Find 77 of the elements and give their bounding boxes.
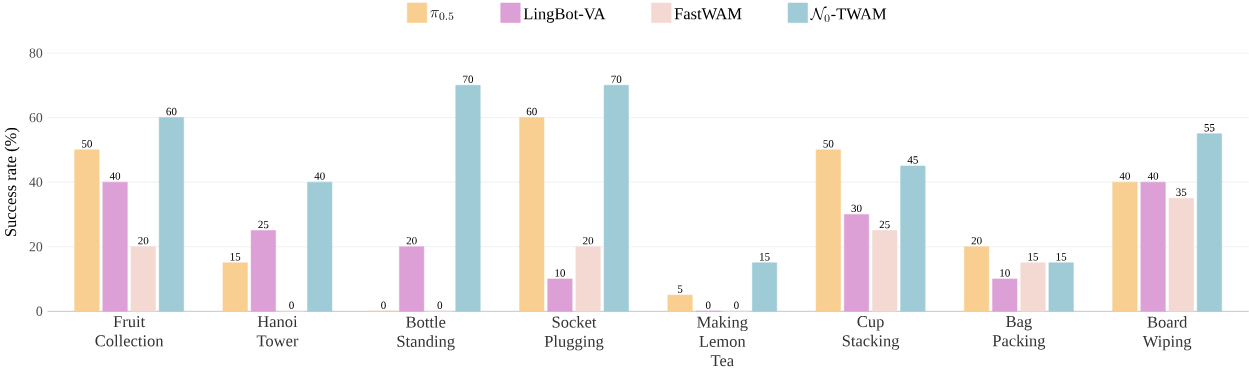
data-label: 40 <box>1147 172 1159 180</box>
data-label: 70 <box>611 75 622 84</box>
data-label: 10 <box>1000 269 1010 277</box>
y-tick-label: 20 <box>29 242 43 252</box>
bar <box>455 85 481 312</box>
data-label: 20 <box>583 237 594 245</box>
bar <box>1112 181 1138 312</box>
bar <box>872 230 898 312</box>
bar <box>547 278 573 312</box>
bar <box>844 214 870 312</box>
x-tick-label: Making Lemon Tea <box>697 316 748 367</box>
data-label: 0 <box>734 301 739 309</box>
bar <box>964 246 990 312</box>
data-label: 15 <box>760 253 770 261</box>
y-tick-label: 60 <box>29 113 43 123</box>
bar <box>519 117 545 312</box>
x-tick-label: Hanoi Tower <box>256 316 299 347</box>
x-tick-label: Board Wiping <box>1142 316 1192 351</box>
data-label: 45 <box>907 156 918 164</box>
data-label: 50 <box>82 140 92 148</box>
bar <box>603 85 629 312</box>
legend-label: $\text{FastWAM}$ <box>674 8 742 20</box>
bar <box>158 117 184 312</box>
data-label: 60 <box>166 107 177 116</box>
bar <box>130 246 156 312</box>
data-label: 25 <box>258 220 269 229</box>
data-label: 5 <box>677 285 683 293</box>
data-label: 25 <box>879 220 890 229</box>
data-label: 70 <box>463 75 474 84</box>
y-tick-label: 0 <box>36 306 43 316</box>
data-label: 40 <box>1119 172 1130 180</box>
bar <box>1048 262 1074 312</box>
bar <box>752 262 778 312</box>
data-label: 20 <box>971 237 982 245</box>
x-tick-label: Bag Packing <box>992 316 1046 350</box>
data-label: 50 <box>823 140 834 148</box>
bar <box>307 181 333 312</box>
data-label: 0 <box>705 301 711 309</box>
bar <box>222 262 248 312</box>
bar <box>1196 133 1222 312</box>
bar <box>815 149 841 312</box>
data-label: 0 <box>289 301 294 309</box>
bar <box>102 181 128 312</box>
legend-label: $\pi_{0.5}$ <box>430 10 454 21</box>
bar <box>900 165 926 312</box>
data-label: 55 <box>1204 124 1215 132</box>
x-tick-label: Fruit Collection <box>95 316 164 347</box>
bar <box>575 246 601 312</box>
data-label: 40 <box>109 172 121 180</box>
y-tick-label: 40 <box>29 177 43 187</box>
bar <box>250 230 276 312</box>
data-label: 30 <box>851 204 862 213</box>
data-label: 15 <box>1056 253 1067 261</box>
y-axis-title: Success rate (%) <box>4 127 20 237</box>
bar <box>1140 181 1166 312</box>
data-label: 10 <box>555 269 566 277</box>
bar <box>74 149 100 312</box>
x-tick-label: Cup Stacking <box>842 316 900 350</box>
bar <box>667 294 693 312</box>
bar <box>399 246 425 312</box>
y-tick-label: 80 <box>29 48 43 58</box>
bar <box>1020 262 1046 312</box>
data-label: 60 <box>526 107 537 116</box>
data-label: 40 <box>314 172 325 180</box>
legend-label: $\text{LingBot-VA}$ <box>523 8 606 23</box>
data-label: 20 <box>138 237 149 245</box>
legend-label: $\mathcal{N}_0\text{-TWAM}$ <box>810 6 887 23</box>
bar <box>1168 198 1194 312</box>
x-tick-label: Socket Plugging <box>544 316 604 351</box>
data-label: 15 <box>230 253 241 261</box>
data-label: 20 <box>406 237 417 245</box>
bar <box>992 278 1018 312</box>
x-tick-label: Bottle Standing <box>397 316 455 351</box>
data-label: 0 <box>437 301 443 309</box>
data-label: 0 <box>381 301 386 309</box>
data-label: 35 <box>1176 188 1187 197</box>
data-label: 15 <box>1028 253 1039 261</box>
